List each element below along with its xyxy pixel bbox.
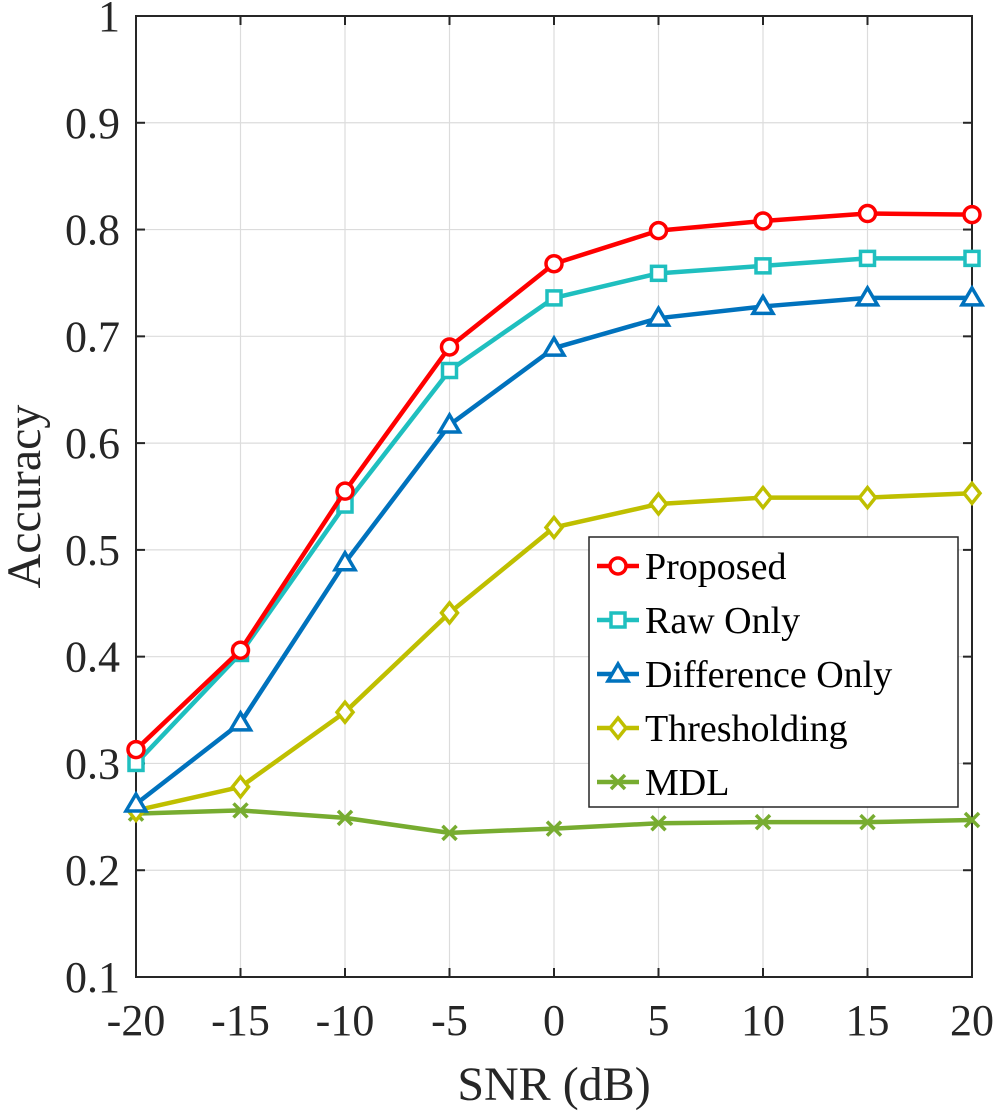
data-point-proposed [857,203,878,224]
data-point-thresholding [961,480,983,507]
legend-label-proposed: Proposed [645,546,786,588]
legend-label-raw-only: Raw Only [645,600,800,642]
y-tick-label: 0.7 [65,312,120,361]
x-tick-label: 20 [950,996,994,1045]
data-point-difference-only [749,292,777,316]
data-point-mdl [754,813,772,831]
data-point-raw-only [963,249,981,268]
legend-marker-difference-only [604,660,632,683]
y-tick-label: 0.4 [65,633,120,682]
data-point-difference-only [122,790,150,813]
data-point-raw-only [754,257,772,275]
legend-label-mdl: MDL [645,762,729,804]
data-point-difference-only [645,304,672,327]
series-mdl [127,802,981,842]
data-point-thresholding [230,774,251,800]
y-tick-label: 0.9 [65,99,120,148]
series-difference-only [122,284,986,813]
data-point-proposed [753,211,773,231]
data-point-difference-only [958,284,986,307]
data-point-difference-only [540,334,568,357]
x-tick-label: -10 [316,996,375,1045]
series-layer [122,203,986,842]
axis-ticks: -20 -15 -10 -5 0 5 10 15 20 0.1 0.2 0.3 0.4 0.5 0.6 0.7… [65,0,994,1045]
data-point-mdl [232,802,249,819]
legend-item-raw-only: Raw Only [597,600,800,642]
y-tick-label: 0.2 [65,846,120,895]
data-point-proposed [230,640,251,661]
data-point-difference-only [331,549,359,572]
legend-marker-proposed [608,556,628,576]
data-point-difference-only [227,709,254,732]
data-point-thresholding [648,491,669,517]
series-proposed [126,203,982,760]
y-tick-label: 1 [98,0,120,41]
x-tick-label: 15 [846,996,890,1045]
legend-label-thresholding: Thresholding [645,708,848,750]
data-point-raw-only [440,361,459,380]
legend-marker-thresholding [607,715,629,741]
data-point-mdl [441,824,458,842]
legend-item-thresholding: Thresholding [597,708,848,750]
data-point-mdl [336,809,354,827]
data-point-proposed [962,204,982,225]
legend-item-difference-only: Difference Only [597,654,892,696]
data-point-mdl [859,813,876,831]
data-point-thresholding [439,600,460,626]
data-point-proposed [335,481,355,501]
y-tick-label: 0.8 [65,206,120,255]
data-point-difference-only [436,411,463,434]
x-tick-label: -15 [211,996,270,1045]
data-point-proposed [648,220,669,241]
data-point-raw-only [858,249,877,268]
data-point-raw-only [545,289,563,307]
series-raw-only [127,249,981,773]
x-tick-label: 10 [741,996,785,1045]
data-point-thresholding [752,484,774,511]
legend-marker-mdl [609,773,627,791]
series-thresholding [125,480,983,824]
y-axis-label: Accuracy [0,405,51,589]
x-tick-label: 5 [648,996,670,1045]
data-point-proposed [544,253,564,274]
data-point-mdl [545,820,563,837]
legend-item-mdl: MDL [597,762,729,804]
legend-marker-raw-only [609,611,627,629]
x-axis-label: SNR (dB) [457,1058,650,1111]
y-tick-label: 0.6 [65,419,120,468]
legend: Proposed Raw Only Difference Only Threshold… [588,536,959,808]
y-tick-label: 0.1 [65,953,120,1002]
data-point-thresholding [543,514,565,541]
legend-label-difference-only: Difference Only [645,654,892,696]
data-point-thresholding [857,484,878,511]
data-point-mdl [963,811,981,829]
legend-box [588,536,959,808]
legend-item-proposed: Proposed [597,546,786,588]
y-tick-label: 0.3 [65,739,120,788]
data-point-thresholding [334,699,356,725]
x-tick-label: -20 [107,996,166,1045]
x-tick-label: 0 [543,996,565,1045]
data-point-mdl [650,815,667,832]
data-point-proposed [126,739,146,760]
data-point-proposed [439,337,460,357]
data-point-difference-only [854,284,881,307]
data-point-raw-only [649,264,668,283]
y-tick-label: 0.5 [65,526,120,575]
x-tick-label: -5 [431,996,468,1045]
